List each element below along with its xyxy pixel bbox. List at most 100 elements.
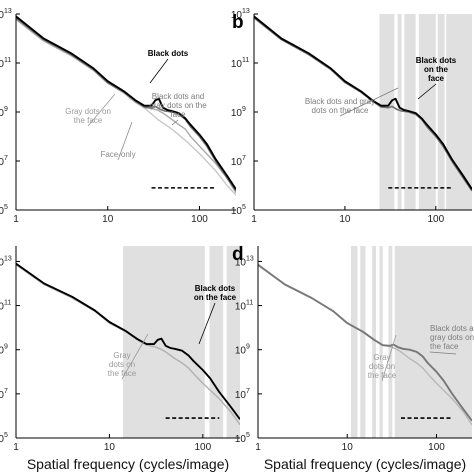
annotation-line: Black dots and (430, 324, 474, 333)
y-tick-label: 10 (0, 59, 4, 70)
shaded-band (437, 14, 445, 210)
y-tick-exponent: 13 (4, 255, 12, 262)
x-tick-label: 1 (255, 442, 261, 453)
annotation-arrow (121, 333, 149, 380)
y-tick-exponent: 13 (242, 8, 250, 15)
annotation-line: gray dots on the (149, 101, 207, 110)
series-line (16, 262, 240, 420)
y-tick-exponent: 5 (242, 204, 246, 211)
annotation-line: face (428, 74, 445, 83)
annotation-arrow (171, 119, 179, 126)
series-group (16, 262, 240, 426)
y-tick-label: 10 (235, 434, 247, 445)
annotation-label: Black dots and gray dots on the face (305, 97, 375, 115)
annotation-line: the face (368, 371, 397, 380)
series-group (254, 15, 472, 192)
annotation-arrow (117, 121, 133, 161)
y-tick-label: 10 (0, 108, 4, 119)
x-tick-label: 10 (339, 214, 351, 225)
panel-letter: d (232, 244, 244, 265)
annotation-label: Face-only (100, 150, 135, 159)
annotation-line: dots on (109, 360, 135, 369)
series-line (254, 15, 472, 190)
x-tick-label: 10 (104, 442, 116, 453)
annotation-line: Gray (373, 353, 390, 362)
y-tick-label: 10 (0, 434, 4, 445)
annotation-line: Face-only (100, 150, 135, 159)
annotation-label: Gray dots on the face (368, 353, 397, 380)
shaded-band (397, 14, 402, 210)
annotation-arrow (339, 87, 399, 117)
annotation-line: Black dots (195, 284, 236, 293)
annotation-line: dots on (369, 362, 395, 371)
y-tick-label: 10 (235, 346, 247, 357)
y-tick-label: 10 (0, 257, 4, 268)
y-tick-exponent: 9 (4, 344, 8, 351)
x-tick-label: 100 (191, 214, 208, 225)
annotation-arrow (381, 334, 397, 382)
y-tick-exponent: 7 (4, 388, 8, 395)
y-tick-label: 10 (235, 390, 247, 401)
annotation-label: Gray dots on the face (108, 351, 137, 378)
shaded-band (418, 14, 436, 210)
annotation-line: gray dots on (430, 333, 474, 342)
annotation-line: dots on the face (312, 106, 369, 115)
annotation-label: Black dots and gray dots on the face (149, 92, 207, 119)
y-tick-exponent: 13 (4, 8, 12, 15)
y-tick-exponent: 5 (4, 204, 8, 211)
y-tick-label: 10 (0, 390, 4, 401)
y-tick-label: 10 (0, 10, 4, 21)
y-tick-exponent: 9 (242, 106, 246, 113)
shaded-band (372, 246, 376, 438)
annotation-line: Black dots (148, 49, 189, 58)
shaded-band (209, 246, 224, 438)
y-tick-exponent: 7 (246, 388, 250, 395)
x-tick-label: 10 (102, 214, 114, 225)
y-tick-exponent: 11 (4, 300, 11, 307)
y-tick-label: 10 (0, 346, 4, 357)
y-tick-label: 10 (231, 10, 243, 21)
annotation-arrow (417, 83, 437, 100)
series-line (16, 15, 236, 190)
annotation-arrow (87, 93, 116, 127)
y-tick-exponent: 5 (4, 432, 8, 439)
annotation-line: Gray (113, 351, 130, 360)
x-axis-label: Spatial frequency (cycles/image) (27, 456, 229, 472)
y-tick-exponent: 7 (242, 155, 246, 162)
annotation-line: face (170, 110, 186, 119)
x-axis-label: Spatial frequency (cycles/image) (264, 456, 466, 472)
y-tick-label: 10 (0, 302, 4, 313)
annotation-arrow (429, 351, 457, 355)
shaded-band (379, 246, 383, 438)
annotation-line: Black dots and gray (305, 97, 375, 106)
annotation-line: on the face (194, 293, 237, 302)
x-tick-label: 100 (427, 214, 444, 225)
y-tick-label: 10 (0, 157, 4, 168)
y-tick-exponent: 11 (242, 57, 249, 64)
annotation-label: Black dots on the face (416, 56, 457, 83)
y-tick-label: 10 (231, 59, 243, 70)
series-group (16, 15, 236, 196)
annotation-label: Black dots on the face (194, 284, 237, 302)
y-tick-exponent: 11 (4, 57, 11, 64)
panel-c: 11010010510710910111013Spatial frequency… (0, 246, 240, 472)
shaded-band (379, 14, 395, 210)
annotation-arrow (149, 58, 169, 84)
shaded-band (388, 246, 393, 438)
annotation-arrow (198, 302, 216, 345)
series-line (258, 264, 472, 422)
annotation-line: Black dots and (152, 92, 204, 101)
annotation-line: on the (424, 65, 449, 74)
y-tick-exponent: 9 (246, 344, 250, 351)
y-tick-label: 10 (231, 157, 243, 168)
x-tick-label: 100 (194, 442, 211, 453)
annotation-line: the face (74, 116, 103, 125)
y-tick-exponent: 13 (246, 255, 254, 262)
x-tick-label: 1 (13, 442, 19, 453)
shaded-band (226, 246, 240, 438)
annotation-line: the face (430, 342, 459, 351)
